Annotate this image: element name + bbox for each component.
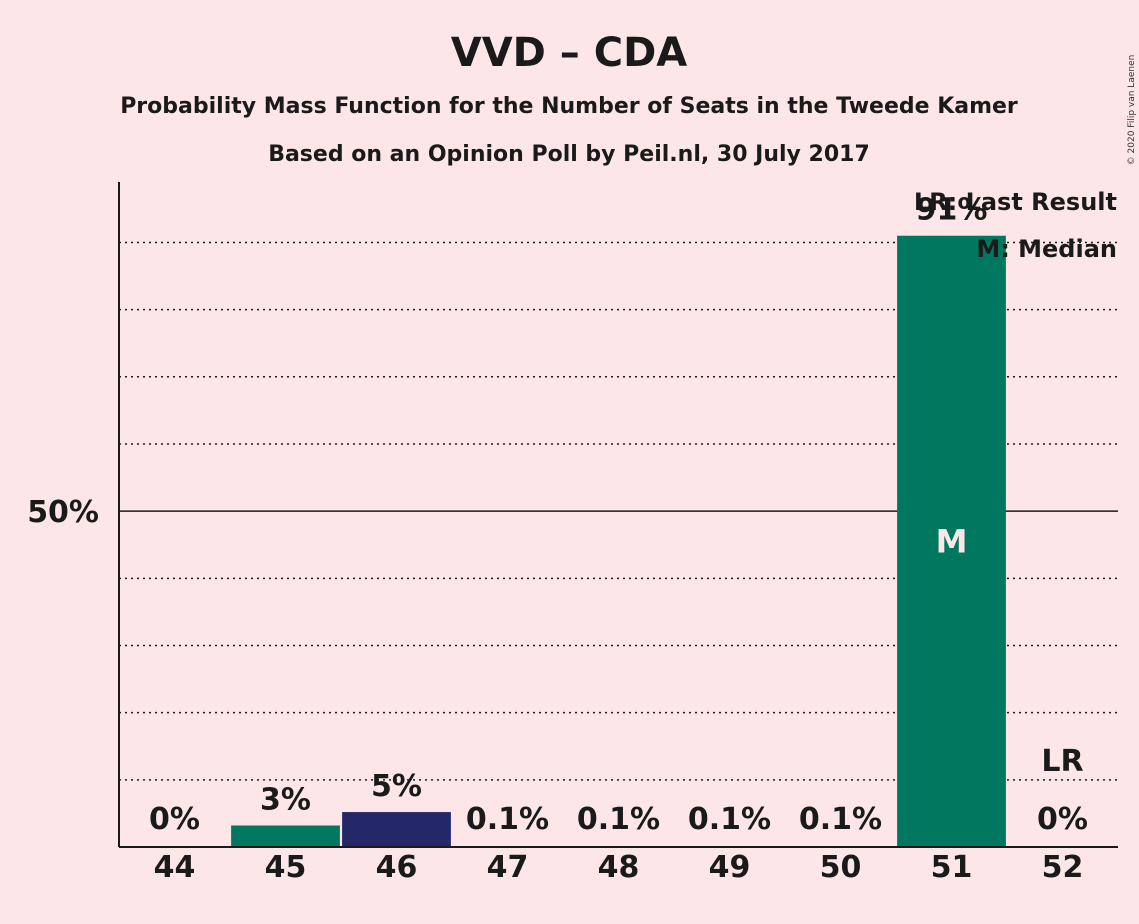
x-tick-label: 48 xyxy=(598,850,640,885)
bar-45 xyxy=(231,825,340,847)
data-label-51: 91% xyxy=(916,193,988,228)
gridlines xyxy=(119,241,1118,781)
y-tick-label: 50% xyxy=(27,495,99,530)
bar-51 xyxy=(897,235,1006,848)
x-tick-label: 49 xyxy=(709,850,751,885)
data-labels: 0% 3% 5% 0.1% 0.1% 0.1% 0.1% 91% 0% M LR xyxy=(149,193,1088,837)
data-label-48: 0.1% xyxy=(577,802,660,837)
x-tick-label: 46 xyxy=(376,850,418,885)
x-tick-label: 44 xyxy=(154,850,196,885)
x-tick-label: 50 xyxy=(820,850,862,885)
data-label-47: 0.1% xyxy=(466,802,549,837)
data-label-50: 0.1% xyxy=(799,802,882,837)
axes: 50% 44 45 46 47 48 49 50 51 52 xyxy=(27,182,1118,885)
data-label-44: 0% xyxy=(149,802,200,837)
data-label-46: 5% xyxy=(371,769,422,804)
legend-last-result: LR: Last Result xyxy=(914,188,1117,216)
copyright-note: © 2020 Filip van Laenen xyxy=(1127,55,1137,166)
legend-median: M: Median xyxy=(976,235,1117,263)
data-label-49: 0.1% xyxy=(688,802,771,837)
x-tick-label: 51 xyxy=(931,850,973,885)
x-tick-label: 45 xyxy=(265,850,307,885)
median-marker: M xyxy=(936,522,968,560)
chart-subtitle: Probability Mass Function for the Number… xyxy=(120,94,1018,119)
data-label-52: 0% xyxy=(1037,802,1088,837)
bar-46 xyxy=(342,812,451,847)
bars xyxy=(231,235,1006,848)
last-result-marker: LR xyxy=(1041,744,1083,779)
data-label-45: 3% xyxy=(260,783,311,818)
x-tick-label: 52 xyxy=(1042,850,1084,885)
x-tick-label: 47 xyxy=(487,850,529,885)
chart-subtitle-2: Based on an Opinion Poll by Peil.nl, 30 … xyxy=(268,142,870,167)
chart-title: VVD – CDA xyxy=(451,30,688,76)
